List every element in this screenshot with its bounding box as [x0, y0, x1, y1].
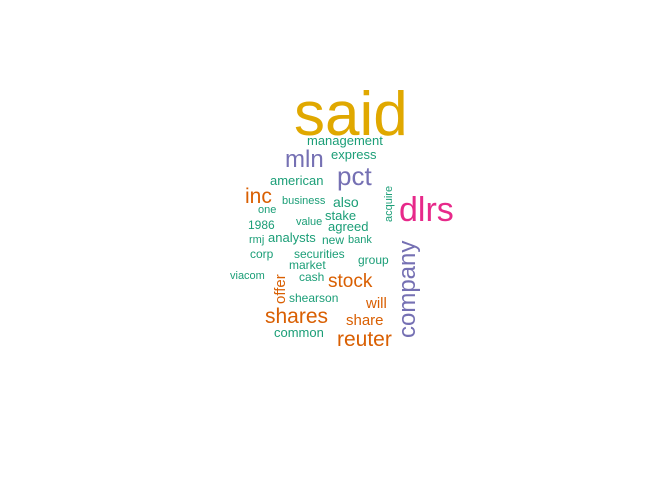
word-offer: offer	[272, 274, 289, 304]
word-value: value	[296, 216, 323, 228]
word-shares: shares	[265, 305, 329, 328]
word-pct: pct	[337, 161, 372, 191]
word-viacom: viacom	[230, 270, 265, 282]
word-securities: securities	[294, 247, 345, 261]
word-1986: 1986	[248, 218, 275, 232]
word-also: also	[333, 194, 359, 210]
word-one: one	[258, 204, 277, 216]
word-american: american	[270, 173, 324, 188]
word-reuter: reuter	[337, 328, 392, 351]
word-mln: mln	[285, 146, 324, 173]
word-agreed: agreed	[328, 219, 369, 234]
word-market: market	[289, 258, 326, 272]
word-acquire: acquire	[383, 185, 395, 222]
word-said: said	[294, 80, 408, 149]
word-dlrs: dlrs	[399, 191, 454, 229]
word-stock: stock	[328, 271, 373, 292]
word-common: common	[274, 325, 324, 340]
word-stake: stake	[325, 208, 357, 223]
word-corp: corp	[250, 247, 274, 261]
word-share: share	[346, 312, 384, 329]
word-rmj: rmj	[249, 234, 265, 246]
word-inc: inc	[245, 185, 272, 208]
word-group: group	[358, 253, 389, 267]
word-new: new	[322, 233, 345, 247]
word-company: company	[394, 240, 421, 338]
word-cash: cash	[299, 270, 325, 284]
word-shearson: shearson	[289, 291, 339, 305]
word-analysts: analysts	[268, 230, 316, 245]
word-management: management	[307, 133, 383, 148]
word-bank: bank	[348, 234, 372, 246]
word-will: will	[366, 295, 387, 312]
word-business: business	[282, 195, 326, 207]
word-express: express	[331, 147, 377, 162]
